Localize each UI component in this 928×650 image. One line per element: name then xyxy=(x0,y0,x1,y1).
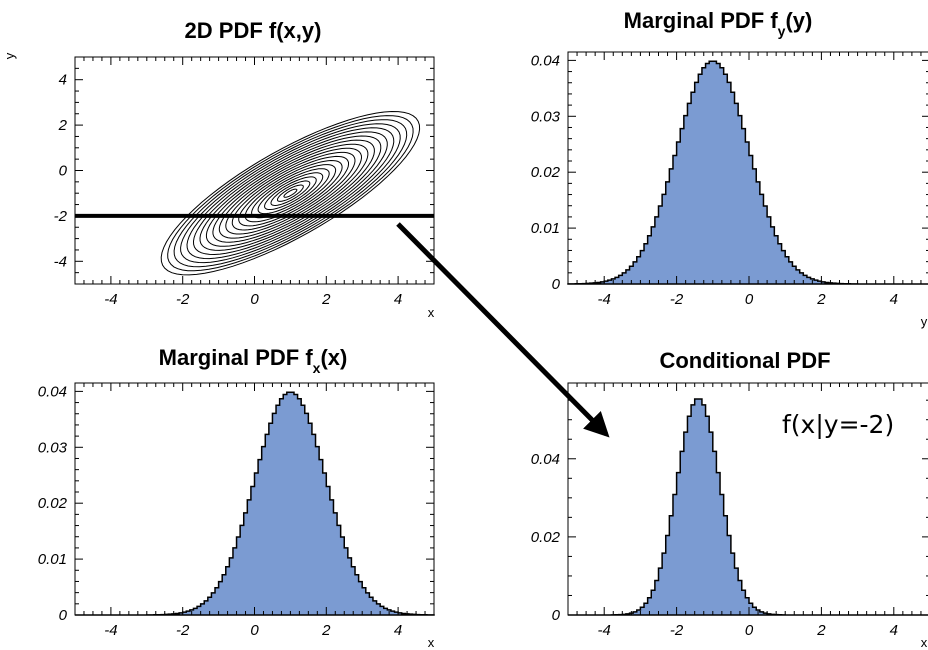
contour-ytick-label: 4 xyxy=(59,72,67,89)
contour-ytick-label: 0 xyxy=(59,163,68,180)
marginal-y-ytick-label: 0 xyxy=(552,276,561,293)
marginal-y-ytick-label: 0.01 xyxy=(531,220,560,237)
contour-title: 2D PDF f(x,y) xyxy=(185,18,322,43)
contour-xtick-label: -4 xyxy=(104,291,117,308)
contour-line xyxy=(192,131,388,256)
marginal-y-ytick-label: 0.04 xyxy=(531,52,560,69)
contour-line xyxy=(167,115,414,272)
marginal-x-panel: -4 -2 0 2 4 0 0.01 0.02 0.03 0.04 x xyxy=(38,382,435,650)
marginal-x-xtick-label: 4 xyxy=(394,622,402,639)
marginal-x-ytick-label: 0.01 xyxy=(38,551,67,568)
conditional-ytick-label: 0 xyxy=(552,607,561,624)
marginal-x-ytick-label: 0.04 xyxy=(38,383,67,400)
marginal-x-plot-area xyxy=(75,391,435,616)
contour-panel: -4 -2 0 2 4 -4 -2 0 2 4 x y xyxy=(2,52,435,320)
contour-xtick-label: -2 xyxy=(176,291,190,308)
contour-ytick-label: -2 xyxy=(54,208,68,225)
contour-xtick-label: 0 xyxy=(250,291,259,308)
contour-line xyxy=(212,143,369,243)
marginal-x-xlabel: x xyxy=(428,635,435,650)
marginal-y-xtick-label: -4 xyxy=(598,291,611,308)
marginal-x-ytick-label: 0.02 xyxy=(38,495,68,512)
contour-line xyxy=(218,147,363,239)
contour-line xyxy=(238,159,343,227)
conditional-panel: -4 -2 0 2 4 0 0.02 0.04 x f(x|y=-2) xyxy=(531,382,928,650)
contour-ylabel: y xyxy=(2,52,17,59)
marginal-y-xtick-label: 4 xyxy=(890,291,898,308)
marginal-y-panel: -4 -2 0 2 4 0 0.01 0.02 0.03 0.04 y xyxy=(531,51,928,329)
contour-line xyxy=(264,176,317,210)
marginal-x-xtick-label: 0 xyxy=(250,622,259,639)
conditional-ytick-label: 0.04 xyxy=(531,451,560,468)
contour-ytick-label: 2 xyxy=(58,117,68,134)
contour-line xyxy=(277,184,304,202)
marginal-x-xtick-label: 2 xyxy=(321,622,331,639)
marginal-y-xlabel: y xyxy=(921,314,928,329)
conditional-ytick-label: 0.02 xyxy=(531,529,561,546)
contour-line xyxy=(160,110,421,276)
marginal-y-title-sub: y xyxy=(778,23,786,39)
marginal-x-title: Marginal PDF fx(x) xyxy=(159,345,348,376)
conditional-annotation: f(x|y=-2) xyxy=(782,410,894,439)
contour-line xyxy=(173,119,408,268)
conditional-xtick-label: 0 xyxy=(745,622,754,639)
contour-line xyxy=(180,123,401,264)
marginal-x-xtick-label: -4 xyxy=(104,622,117,639)
contour-xlabel: x xyxy=(428,305,435,320)
conditional-xtick-label: -4 xyxy=(598,622,611,639)
marginal-x-title-main: Marginal PDF f xyxy=(159,345,314,370)
marginal-x-ticks: -4 -2 0 2 4 0 0.01 0.02 0.03 0.04 xyxy=(38,383,435,639)
contour-ticks: -4 -2 0 2 4 -4 -2 0 2 4 xyxy=(54,56,435,308)
contour-line xyxy=(270,180,311,207)
marginal-y-ytick-label: 0.03 xyxy=(531,108,561,125)
contour-line xyxy=(257,172,324,215)
contour-frame xyxy=(74,56,435,285)
marginal-y-ticks: -4 -2 0 2 4 0 0.01 0.02 0.03 0.04 xyxy=(531,52,928,308)
contour-line xyxy=(199,135,382,251)
contour-line xyxy=(225,151,356,235)
marginal-x-xtick-label: -2 xyxy=(176,622,190,639)
conditional-xtick-label: -2 xyxy=(670,622,684,639)
conditional-xlabel: x xyxy=(921,635,928,650)
marginal-y-plot-area xyxy=(567,60,928,285)
slice-to-conditional-arrow xyxy=(396,222,610,438)
contour-ytick-label: -4 xyxy=(54,253,67,270)
contour-line xyxy=(186,127,395,260)
contour-line xyxy=(205,139,375,247)
marginal-y-xtick-label: 0 xyxy=(745,291,754,308)
marginal-y-title-main: Marginal PDF f xyxy=(624,8,779,33)
contour-xtick-label: 2 xyxy=(321,291,331,308)
contour-xtick-label: 4 xyxy=(394,291,402,308)
marginal-y-xtick-label: -2 xyxy=(670,291,684,308)
conditional-title: Conditional PDF xyxy=(659,348,830,373)
marginal-y-title: Marginal PDF fy(y) xyxy=(624,8,813,39)
marginal-x-ytick-label: 0 xyxy=(59,607,68,624)
conditional-xtick-label: 4 xyxy=(890,622,898,639)
marginal-x-title-sub: x xyxy=(313,360,321,376)
marginal-y-ytick-label: 0.02 xyxy=(531,164,561,181)
marginal-y-xtick-label: 2 xyxy=(816,291,826,308)
marginal-x-histogram-bars xyxy=(75,391,435,616)
contour-plot-area xyxy=(75,110,434,276)
marginal-x-title-suffix: (x) xyxy=(320,345,347,370)
contour-line xyxy=(231,155,349,231)
conditional-ticks: -4 -2 0 2 4 0 0.02 0.04 xyxy=(531,383,928,639)
conditional-xtick-label: 2 xyxy=(816,622,826,639)
contour-line xyxy=(283,188,298,198)
marginal-x-ytick-label: 0.03 xyxy=(38,439,68,456)
marginal-y-title-suffix: (y) xyxy=(785,8,812,33)
contour-line xyxy=(244,164,337,223)
marginal-y-histogram-bars xyxy=(567,60,928,285)
